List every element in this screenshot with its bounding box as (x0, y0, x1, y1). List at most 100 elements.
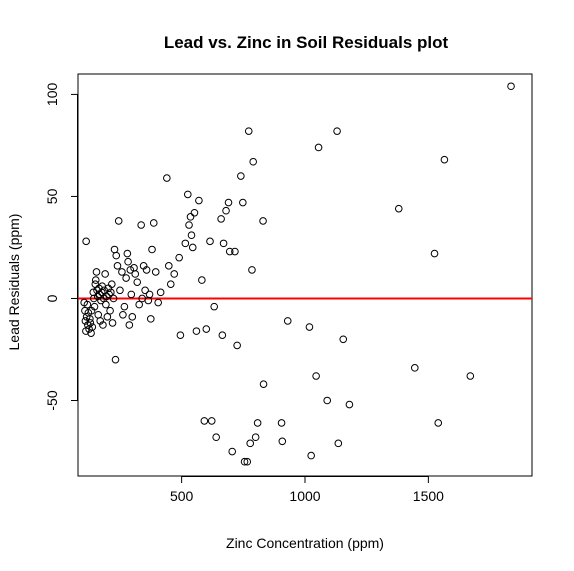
data-point (187, 231, 196, 240)
data-point (237, 172, 245, 180)
data-point (206, 237, 214, 246)
data-point (102, 292, 111, 301)
data-point (188, 243, 197, 252)
data-point (165, 262, 173, 270)
data-point (145, 290, 154, 299)
data-point (246, 439, 255, 448)
data-point (283, 317, 292, 325)
data-point (154, 298, 162, 307)
data-point (82, 237, 90, 246)
data-point (410, 364, 419, 372)
data-point (148, 245, 156, 254)
plot-frame (77, 73, 533, 477)
data-point (219, 239, 228, 248)
data-point (249, 157, 257, 166)
data-point (277, 419, 286, 427)
data-point (224, 198, 233, 207)
data-point (102, 300, 110, 309)
data-point (210, 302, 218, 311)
data-point (312, 372, 320, 380)
data-point (101, 270, 109, 278)
chart-title: Lead vs. Zinc in Soil Residuals plot (164, 33, 449, 52)
data-point (175, 253, 183, 262)
data-point (114, 217, 123, 225)
data-point (122, 274, 130, 282)
data-point (149, 219, 158, 227)
data-point (137, 221, 145, 229)
data-point (200, 417, 209, 425)
data-point (105, 290, 113, 299)
data-point (339, 335, 348, 344)
data-point (233, 341, 241, 350)
data-points (80, 82, 515, 466)
data-point (181, 239, 190, 248)
data-point (244, 127, 253, 135)
data-point (99, 321, 107, 329)
data-point (345, 400, 354, 409)
data-point (198, 276, 206, 284)
data-point (125, 321, 134, 329)
data-point (334, 439, 343, 448)
data-point (127, 290, 136, 299)
data-point (231, 247, 239, 256)
data-point (89, 294, 98, 303)
data-point (90, 302, 99, 311)
data-point (183, 190, 192, 199)
data-point (109, 294, 118, 303)
data-point (156, 288, 165, 297)
x-axis-label: Zinc Concentration (ppm) (226, 535, 384, 551)
data-point (212, 433, 220, 442)
data-point (259, 217, 267, 225)
y-tick-label: 50 (44, 188, 60, 204)
data-point (86, 315, 94, 323)
data-point (113, 262, 122, 270)
y-tick-label: -50 (44, 390, 60, 410)
data-point (133, 278, 142, 286)
x-tick-label: 1500 (413, 488, 444, 504)
y-axis-label: Lead Residuals (ppm) (6, 214, 22, 351)
data-point (323, 396, 332, 405)
data-point (195, 196, 203, 205)
data-point (333, 127, 341, 135)
data-point (430, 249, 439, 258)
data-point (163, 174, 171, 182)
x-axis: 500 1000 1500 (170, 476, 444, 504)
data-point (108, 319, 117, 327)
data-point (111, 355, 120, 364)
data-point (190, 208, 199, 217)
data-point (126, 266, 135, 274)
data-point (83, 300, 92, 309)
data-point (135, 300, 143, 309)
data-point (142, 266, 151, 274)
data-point (108, 280, 116, 288)
data-point (202, 325, 211, 333)
data-point (218, 331, 227, 339)
data-point (120, 302, 129, 311)
data-point (119, 310, 127, 319)
data-point (253, 419, 262, 427)
data-point (86, 319, 95, 327)
data-point (141, 286, 149, 295)
data-point (107, 288, 115, 297)
data-point (228, 447, 237, 456)
data-point (243, 457, 252, 466)
data-point (116, 286, 124, 295)
data-point (239, 198, 247, 207)
data-point (305, 323, 314, 331)
x-tick-label: 500 (170, 488, 194, 504)
y-tick-label: 0 (44, 294, 60, 302)
data-point (394, 204, 403, 213)
data-point (92, 268, 101, 276)
data-point (192, 327, 201, 335)
data-point (124, 257, 132, 266)
data-point (466, 372, 475, 380)
data-point (106, 306, 114, 315)
data-point (278, 437, 287, 446)
data-point (225, 247, 234, 256)
data-point (251, 433, 260, 442)
data-point (112, 251, 121, 260)
data-point (91, 276, 100, 284)
data-point (176, 331, 185, 339)
data-point (307, 451, 315, 460)
data-point (166, 280, 175, 288)
